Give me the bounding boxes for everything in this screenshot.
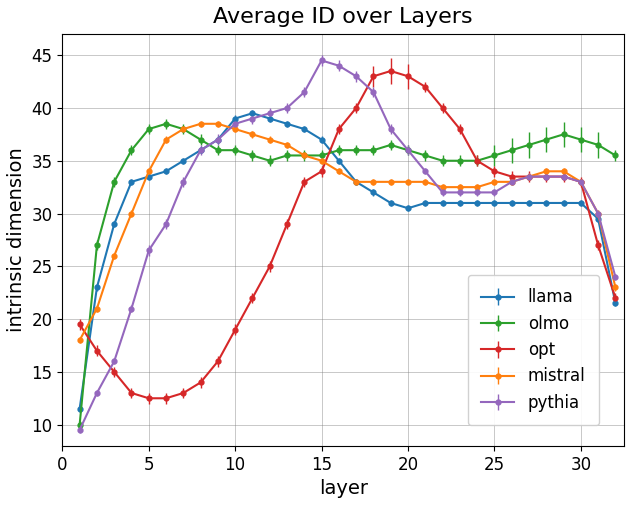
Y-axis label: intrinsic dimension: intrinsic dimension: [7, 147, 26, 332]
Legend: llama, olmo, opt, mistral, pythia: llama, olmo, opt, mistral, pythia: [468, 275, 599, 425]
Title: Average ID over Layers: Average ID over Layers: [213, 7, 473, 27]
X-axis label: layer: layer: [319, 479, 368, 498]
